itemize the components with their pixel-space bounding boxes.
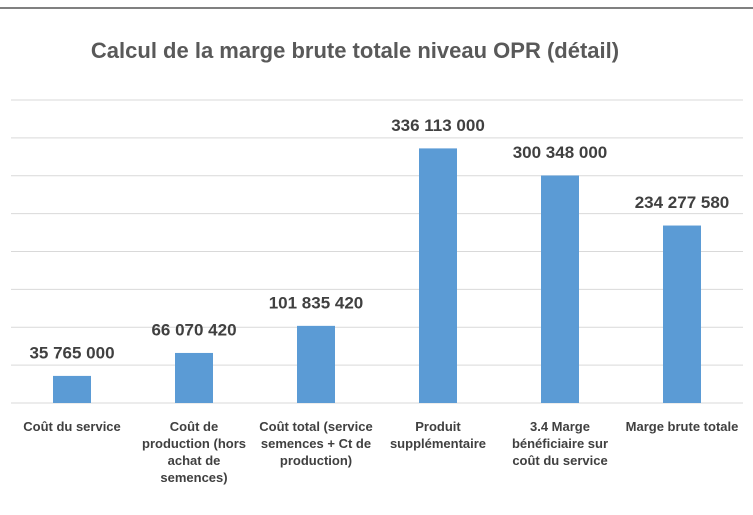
x-tick-label: Produit supplémentaire <box>389 419 487 451</box>
value-label: 66 070 420 <box>151 320 236 339</box>
bar <box>663 225 701 403</box>
x-tick-label: Coût du service <box>23 419 121 434</box>
value-label: 336 113 000 <box>391 116 485 135</box>
value-label: 101 835 420 <box>269 293 364 312</box>
chart-title: Calcul de la marge brute totale niveau O… <box>91 38 619 63</box>
bar <box>541 175 579 403</box>
x-tick-label: Coût total (service semences + Ct de pro… <box>259 419 373 468</box>
x-tick-label: 3.4 Marge bénéficiaire sur coût du servi… <box>511 419 609 468</box>
bar <box>175 352 213 403</box>
value-label: 234 277 580 <box>635 193 730 212</box>
bar <box>53 375 91 403</box>
value-label: 35 765 000 <box>29 343 114 362</box>
x-tick-label: Marge brute totale <box>625 419 739 434</box>
x-tick-label: Coût de production (hors achat de semenc… <box>142 419 246 485</box>
bar <box>419 148 457 403</box>
bar <box>297 325 335 403</box>
value-label: 300 348 000 <box>513 143 608 162</box>
